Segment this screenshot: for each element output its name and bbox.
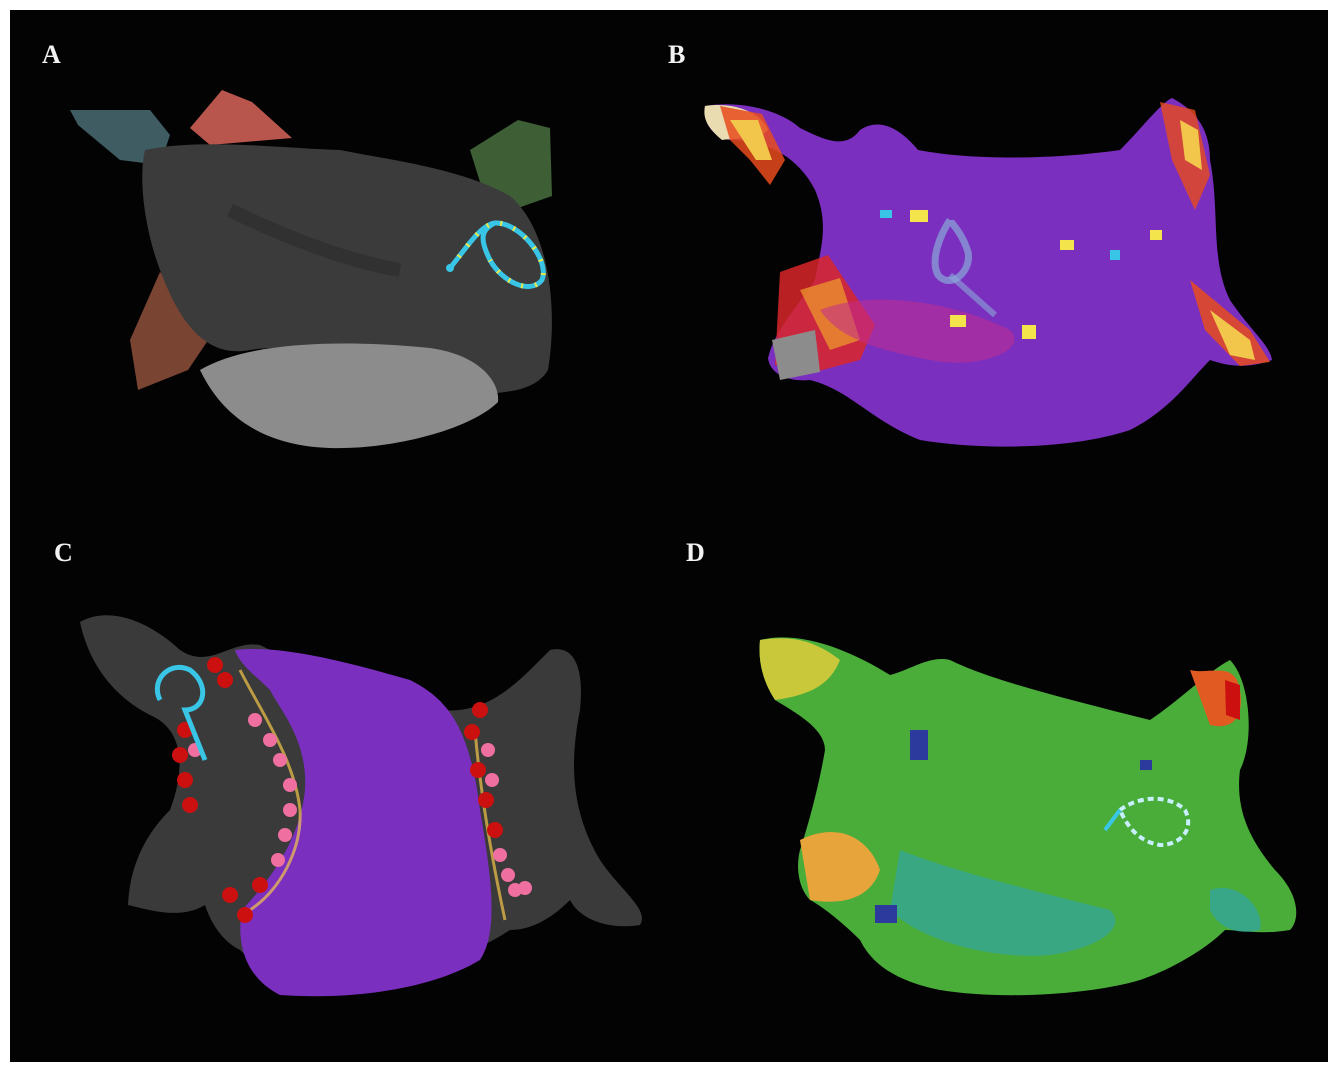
panel-b-voltage-image	[704, 98, 1272, 447]
panel-c: C	[10, 510, 650, 1062]
panel-a-label: A	[42, 40, 61, 69]
figure-frame: A B	[10, 10, 1328, 1062]
catheter-loop-icon	[154, 664, 208, 761]
panel-b-label: B	[668, 40, 686, 69]
panel-a: A	[10, 10, 650, 510]
panel-c-label: C	[54, 538, 73, 567]
catheter-loop-icon	[1118, 796, 1191, 848]
panel-c-lesion-image	[80, 615, 642, 997]
panel-d-activation-image	[759, 637, 1297, 996]
panel-b: B	[650, 10, 1328, 510]
catheter-loop-icon	[931, 218, 972, 284]
catheter-loop-icon	[448, 220, 546, 289]
panel-d: D	[650, 510, 1328, 1062]
panel-a-shell-image	[70, 90, 552, 449]
panel-d-label: D	[686, 538, 705, 567]
